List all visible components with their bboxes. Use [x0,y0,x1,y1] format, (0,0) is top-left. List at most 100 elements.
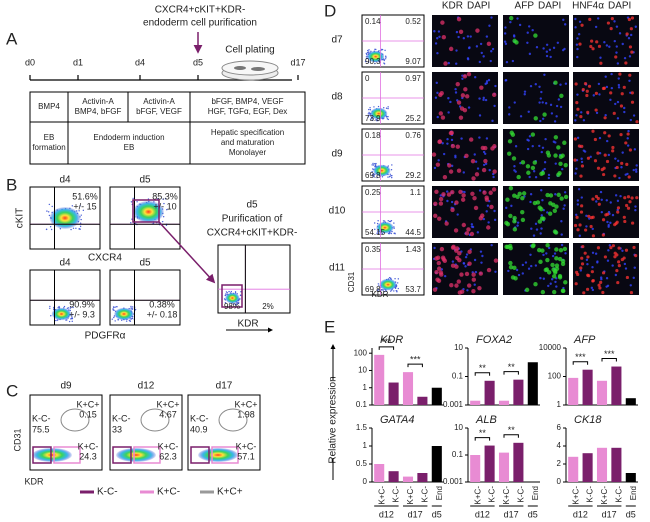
stain [591,278,595,283]
y-tick-label: 1 [363,441,368,450]
nucleus [607,153,611,157]
stain [591,129,595,133]
stain [490,146,495,151]
stain [589,224,593,229]
stain [626,206,631,210]
nucleus [551,254,555,258]
stain [520,209,525,215]
nucleus [485,137,489,140]
stain [560,153,565,158]
stain [580,23,584,27]
bar [402,476,414,482]
nucleus [596,261,599,264]
stain [632,245,636,250]
chart-title: KDR [380,334,403,346]
nucleus [574,26,577,29]
nucleus [543,167,546,171]
nucleus [516,17,519,20]
day-label: d5 [246,200,258,211]
nucleus [532,234,536,237]
stain [448,169,454,174]
flow-dot [113,306,115,309]
flow-dot [225,293,227,295]
flow-dot [383,220,386,222]
flow-dot [374,62,376,65]
stain [601,271,606,275]
nucleus [633,148,637,151]
stain [609,26,613,31]
flow-dot [372,173,375,175]
legend-label: K-C- [97,487,118,498]
quadrant-value: 0.76 [405,131,421,140]
significance-bracket [503,371,519,375]
day-label: d11 [329,263,345,274]
stain [457,251,462,256]
nucleus [534,264,538,267]
nucleus [527,267,531,270]
stain [433,213,438,219]
gate [221,284,243,308]
x-tick-label: K-C- [392,486,401,503]
y-tick-label: 0.5 [356,459,368,468]
table-cell: BMP4 [38,102,60,111]
nucleus [538,85,541,88]
nucleus [559,105,563,109]
y-tick-label: 0 [363,477,368,486]
bar [513,442,524,482]
table-cell: and maturation [221,138,274,147]
nucleus [575,114,578,117]
stain [615,165,619,170]
chart-title: FOXA2 [476,334,512,346]
stain [599,61,603,65]
flow-dot [372,164,375,166]
nucleus [529,192,533,196]
nucleus [594,252,598,255]
flow-dot [47,211,50,213]
gate-label: K-C- [190,413,209,423]
chart-title: GATA4 [380,414,414,426]
stain [545,242,550,248]
nucleus [436,115,439,119]
stain [596,246,601,250]
stain [634,254,638,258]
stain [454,264,459,269]
nucleus [607,249,610,252]
y-tick-label: 10 [358,366,367,375]
purification-title: CXCR4+cKIT+KDR- [207,228,298,239]
stain [563,280,568,285]
significance-bracket [572,361,589,365]
nucleus [598,152,602,155]
quadrant-value: 69.8 [365,285,381,294]
nucleus [487,221,490,224]
nucleus [554,162,557,165]
nucleus [606,220,609,224]
flow-dot [376,222,379,225]
nucleus [478,97,481,100]
flow-dot [386,118,389,120]
stain [578,223,582,227]
stain [492,169,497,174]
stain [450,207,455,213]
nucleus [482,150,486,154]
flow-dot [371,170,373,173]
group-label: d5 [432,509,442,519]
nucleus [606,139,609,143]
bar [611,447,622,482]
significance-label: *** [410,355,421,365]
stain [575,215,579,219]
stain [542,112,547,117]
flow-density [49,207,81,229]
flow-dot [374,164,377,166]
stain [458,189,463,195]
axis-label: CXCR4 [88,253,122,264]
y-tick-label: 4 [557,441,562,450]
nucleus [589,155,592,159]
stain [602,86,606,90]
flow-density [114,307,134,321]
stain [616,280,620,285]
stain [468,137,474,142]
stain [540,170,546,176]
flow-dot [397,287,399,290]
nucleus [615,51,618,54]
stain [616,210,620,214]
